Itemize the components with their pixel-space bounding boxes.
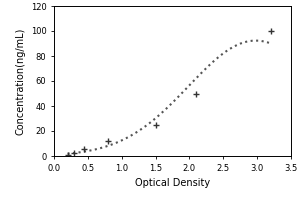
X-axis label: Optical Density: Optical Density [135, 178, 210, 188]
Y-axis label: Concentration(ng/mL): Concentration(ng/mL) [15, 27, 25, 135]
